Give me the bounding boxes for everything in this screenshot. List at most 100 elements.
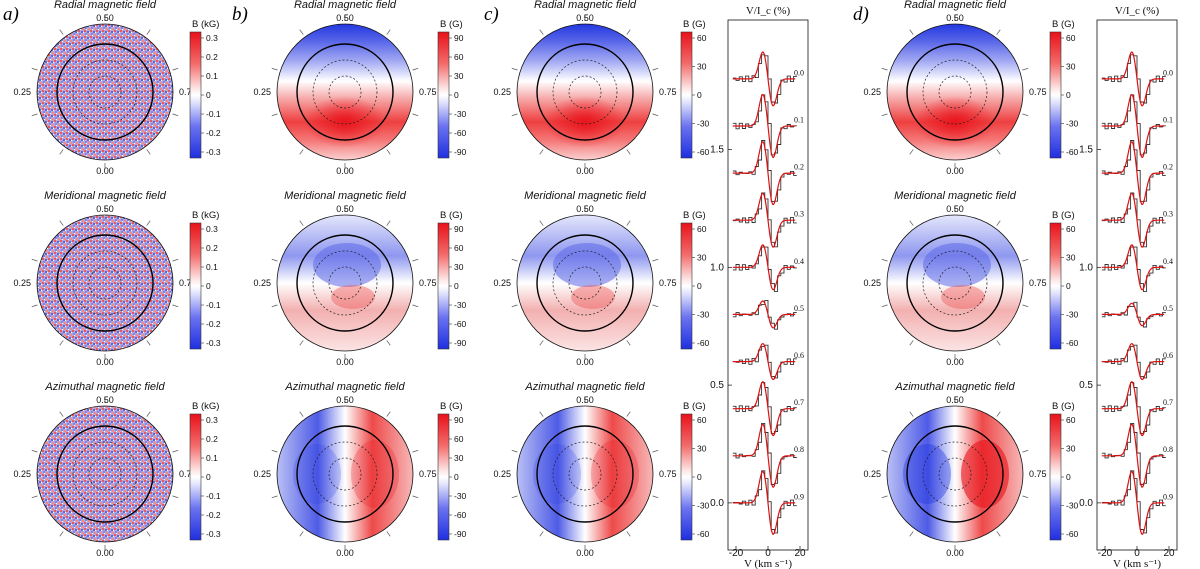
latitude-circle [938, 457, 972, 491]
latitude-circle [312, 441, 378, 507]
phase-tick [146, 29, 151, 35]
phase-tick [539, 531, 544, 537]
colorbar-gradient [680, 222, 693, 350]
colorbar-tick-label: 90 [454, 224, 464, 234]
profile-phase-label: 0.7 [1163, 398, 1173, 407]
phase-label-right: 0.75 [659, 278, 677, 288]
phase-tick [412, 258, 419, 262]
phase-label-bottom: 0.00 [576, 357, 594, 367]
model-profile [1101, 94, 1165, 158]
phase-tick [511, 67, 518, 71]
phase-tick [299, 29, 304, 35]
phase-tick [996, 220, 1001, 226]
phase-tick [626, 29, 631, 35]
phase-tick [59, 220, 64, 226]
y-tick-label: 1.5 [1079, 145, 1093, 156]
x-tick-label: 0 [765, 548, 771, 559]
colorbar-tick-label: -90 [454, 338, 467, 348]
field-title: Azimuthal magnetic field [44, 381, 165, 393]
profile-phase-label: 0.3 [794, 210, 804, 219]
colorbar-tick-label: -30 [454, 491, 467, 501]
model-profile [732, 192, 796, 248]
phase-tick [626, 149, 631, 155]
latitude-circle [922, 59, 988, 125]
phase-tick [1022, 449, 1029, 453]
colorbar-tick-label: -30 [1066, 310, 1079, 320]
phase-label-top: 0.50 [336, 204, 354, 214]
field-distribution [517, 406, 653, 542]
colorbar-tick-label: -30 [697, 119, 710, 129]
colorbar-tick-label: -0.2 [206, 510, 221, 520]
colorbar-tick-label: 30 [454, 262, 464, 272]
field-distribution [37, 215, 173, 351]
model-profile [1101, 302, 1165, 327]
stellar-map: 0.50 0.00 0.25 0.75 Radial magnetic field [253, 0, 436, 176]
latitude-circle [922, 441, 988, 507]
x-tick-label: 20 [1163, 548, 1175, 559]
model-profile [732, 141, 796, 206]
equator-circle [536, 425, 634, 523]
phase-tick [881, 304, 888, 308]
phase-label-left: 0.25 [493, 469, 511, 479]
field-title: Radial magnetic field [904, 0, 1007, 11]
profile-phase-label: 0.1 [1163, 115, 1173, 124]
colorbar-tick-label: 0 [1066, 281, 1071, 291]
colorbar-unit: B (G) [1052, 210, 1075, 221]
phase-label-left: 0.25 [253, 278, 271, 288]
model-profile [1101, 343, 1165, 380]
latitude-circle [72, 441, 138, 507]
model-profile [732, 423, 796, 488]
phase-tick [909, 411, 914, 417]
equator-circle [296, 425, 394, 523]
phase-tick [31, 304, 38, 308]
phase-label-left: 0.25 [863, 87, 881, 97]
model-profile [732, 51, 796, 107]
y-tick-label: 1.0 [1079, 262, 1093, 273]
phase-label-right: 0.75 [179, 278, 197, 288]
map-outline [886, 214, 1024, 352]
map-outline [886, 23, 1024, 161]
colorbar-tick-label: -30 [454, 300, 467, 310]
field-distribution [277, 24, 413, 160]
colorbar-unit: B (G) [440, 210, 463, 221]
colorbar-tick-label: 0 [454, 90, 459, 100]
colorbar-unit: B (G) [440, 19, 463, 30]
colorbar: B (G) 90 60 30 0 -30 -60 -90 [437, 19, 467, 159]
colorbar-tick-label: -0.2 [206, 128, 221, 138]
latitude-circle [72, 250, 138, 316]
field-title: Azimuthal magnetic field [284, 381, 405, 393]
field-distribution [517, 24, 653, 160]
phase-tick [996, 340, 1001, 346]
phase-tick [511, 495, 518, 499]
profile-xlabel: V (km s⁻¹) [1113, 558, 1161, 569]
colorbar-tick-label: 0 [206, 472, 211, 482]
negative-region [533, 444, 581, 504]
phase-tick [59, 340, 64, 346]
phase-tick [881, 113, 888, 117]
phase-label-top: 0.50 [946, 204, 964, 214]
phase-label-top: 0.50 [96, 13, 114, 23]
profile-phase-label: 0.5 [794, 304, 804, 313]
colorbar-tick-label: -60 [1066, 338, 1079, 348]
colorbar-tick-label: -60 [454, 319, 467, 329]
panel-label: a) [3, 4, 19, 25]
phase-tick [31, 67, 38, 71]
phase-tick [271, 67, 278, 71]
phase-label-left: 0.25 [13, 278, 31, 288]
phase-tick [881, 67, 888, 71]
y-tick-label: 0.5 [1079, 380, 1093, 391]
field-distribution [887, 406, 1023, 542]
phase-tick [172, 113, 179, 117]
phase-tick [539, 340, 544, 346]
map-outline [516, 405, 654, 543]
profile-phase-label: 0.0 [794, 68, 804, 77]
phase-tick [271, 113, 278, 117]
phase-tick [539, 411, 544, 417]
model-profile [1101, 244, 1165, 291]
phase-tick [386, 149, 391, 155]
colorbar-tick-label: 30 [697, 62, 707, 72]
panel-label: c) [484, 4, 499, 25]
y-tick-label: 0.5 [710, 380, 724, 391]
phase-tick [146, 220, 151, 226]
